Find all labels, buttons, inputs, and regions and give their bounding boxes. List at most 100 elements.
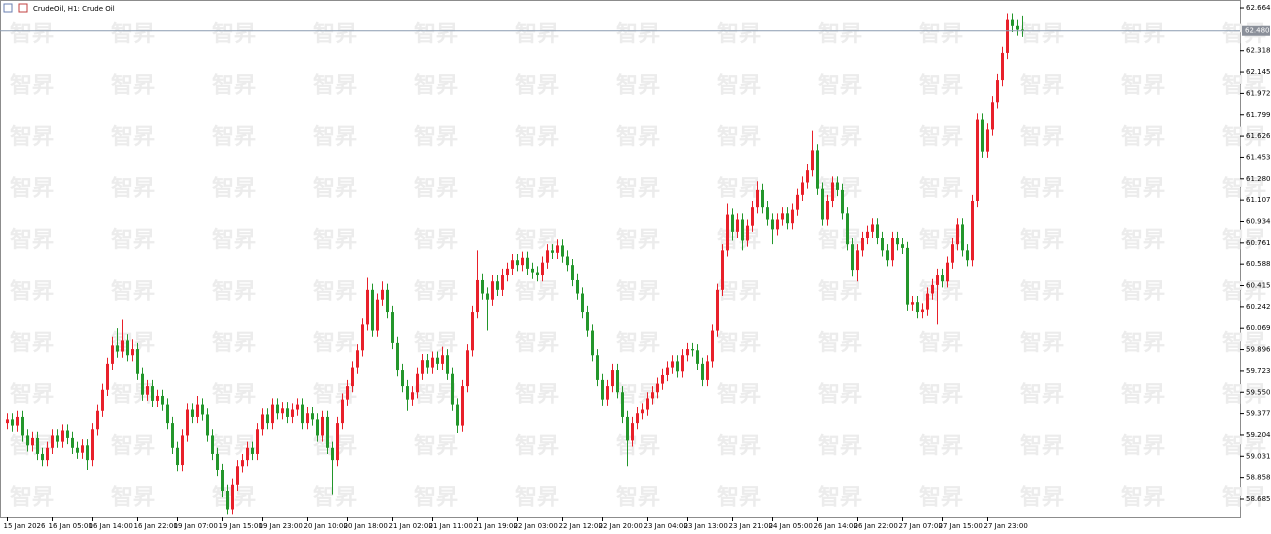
y-tick-label: 59.204 bbox=[1246, 431, 1271, 439]
candle-body bbox=[211, 435, 214, 454]
candle-body bbox=[396, 342, 399, 371]
candle-body bbox=[841, 189, 844, 214]
x-tick-label: 27 Jan 23:00 bbox=[984, 522, 1028, 530]
y-tick-label: 61.453 bbox=[1246, 153, 1271, 161]
candle-body bbox=[716, 289, 719, 331]
x-tick-label: 22 Jan 12:00 bbox=[559, 522, 603, 530]
candle-body bbox=[586, 312, 589, 331]
candle-body bbox=[176, 447, 179, 466]
watermark: 智昇 bbox=[313, 433, 357, 459]
watermark: 智昇 bbox=[515, 227, 559, 253]
watermark: 智昇 bbox=[616, 176, 660, 202]
candle-body bbox=[156, 395, 159, 401]
candle-body bbox=[911, 302, 914, 305]
x-tick-label: 19 Jan 23:00 bbox=[259, 522, 303, 530]
x-tick-label: 26 Jan 14:00 bbox=[814, 522, 858, 530]
x-tick-label: 21 Jan 11:00 bbox=[429, 522, 473, 530]
candle-body bbox=[971, 201, 974, 261]
watermark: 智昇 bbox=[212, 485, 256, 511]
watermark: 智昇 bbox=[313, 485, 357, 511]
candle-body bbox=[246, 447, 249, 461]
watermark: 智昇 bbox=[212, 124, 256, 150]
candle-body bbox=[451, 373, 454, 405]
candle-body bbox=[991, 102, 994, 130]
candle-body bbox=[571, 265, 574, 280]
candle-body bbox=[466, 350, 469, 387]
watermark: 智昇 bbox=[1020, 330, 1064, 356]
candle-body bbox=[306, 413, 309, 424]
y-tick-label: 61.799 bbox=[1246, 111, 1271, 119]
candle-body bbox=[776, 219, 779, 230]
candle-body bbox=[966, 250, 969, 261]
candle-body bbox=[261, 414, 264, 430]
candle-body bbox=[296, 404, 299, 410]
candle-body bbox=[371, 289, 374, 331]
candle-body bbox=[806, 170, 809, 183]
candle-body bbox=[376, 299, 379, 331]
candle-body bbox=[1011, 19, 1014, 26]
watermark: 智昇 bbox=[313, 330, 357, 356]
watermark: 智昇 bbox=[1222, 124, 1266, 150]
candle-body bbox=[666, 367, 669, 375]
watermark: 智昇 bbox=[414, 433, 458, 459]
candle-body bbox=[551, 250, 554, 253]
watermark: 智昇 bbox=[515, 21, 559, 47]
watermark: 智昇 bbox=[919, 279, 963, 305]
watermark: 智昇 bbox=[616, 227, 660, 253]
candle-body bbox=[251, 447, 254, 454]
y-tick-label: 58.858 bbox=[1246, 474, 1271, 482]
candle-body bbox=[36, 437, 39, 454]
candle-body bbox=[566, 256, 569, 266]
candle-body bbox=[336, 423, 339, 461]
watermark: 智昇 bbox=[818, 21, 862, 47]
watermark: 智昇 bbox=[212, 330, 256, 356]
candle-body bbox=[281, 408, 284, 414]
candle-body bbox=[591, 330, 594, 356]
watermark: 智昇 bbox=[1020, 433, 1064, 459]
candle-body bbox=[621, 392, 624, 417]
candle-body bbox=[891, 238, 894, 261]
candle-body bbox=[406, 386, 409, 400]
candle-body bbox=[141, 373, 144, 395]
watermark: 智昇 bbox=[1020, 382, 1064, 408]
x-tick-label: 23 Jan 13:00 bbox=[684, 522, 728, 530]
candle-body bbox=[731, 214, 734, 232]
watermark: 智昇 bbox=[1222, 382, 1266, 408]
candle-body bbox=[796, 194, 799, 210]
watermark: 智昇 bbox=[10, 330, 54, 356]
watermark: 智昇 bbox=[414, 124, 458, 150]
watermark: 智昇 bbox=[616, 279, 660, 305]
watermark: 智昇 bbox=[313, 279, 357, 305]
y-tick-label: 59.377 bbox=[1246, 410, 1271, 418]
candle-body bbox=[191, 409, 194, 417]
candle-body bbox=[471, 312, 474, 351]
candle-body bbox=[291, 409, 294, 417]
watermark: 智昇 bbox=[1121, 279, 1165, 305]
candle-body bbox=[346, 386, 349, 400]
candle-body bbox=[16, 416, 19, 426]
window-icon[interactable] bbox=[18, 3, 28, 13]
candle-body bbox=[61, 430, 64, 442]
candle-body bbox=[66, 430, 69, 438]
candle-body bbox=[596, 355, 599, 380]
candle-body bbox=[521, 257, 524, 266]
candle-body bbox=[441, 355, 444, 364]
y-tick-label: 61.972 bbox=[1246, 89, 1271, 97]
candle-body bbox=[501, 275, 504, 290]
candle-body bbox=[136, 349, 139, 374]
candle-body bbox=[1021, 29, 1024, 31]
candle-body bbox=[361, 324, 364, 351]
candle-body bbox=[1001, 52, 1004, 81]
y-tick-label: 61.107 bbox=[1246, 196, 1271, 204]
candle-body bbox=[811, 150, 814, 171]
candle-body bbox=[286, 408, 289, 417]
candle-body bbox=[701, 363, 704, 380]
window-icon[interactable] bbox=[3, 3, 13, 13]
candle-body bbox=[851, 244, 854, 271]
y-tick-label: 60.069 bbox=[1246, 324, 1271, 332]
watermark: 智昇 bbox=[818, 176, 862, 202]
candle-body bbox=[576, 279, 579, 294]
candle-body bbox=[756, 189, 759, 208]
watermark: 智昇 bbox=[1121, 73, 1165, 99]
